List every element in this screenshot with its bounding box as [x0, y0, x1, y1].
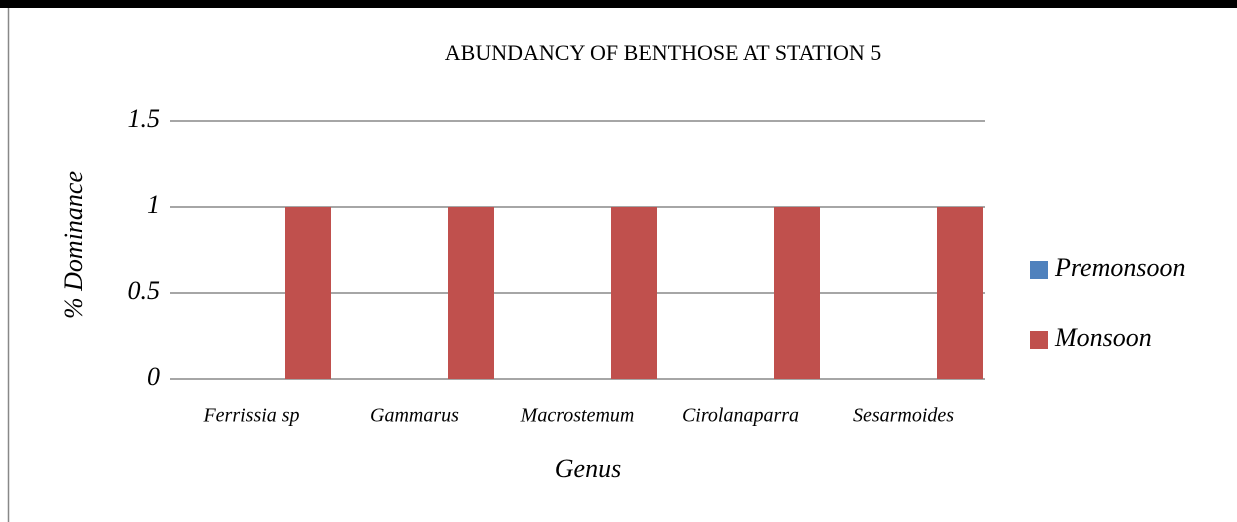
top-border	[0, 0, 1237, 8]
y-axis-label: % Dominance	[59, 171, 88, 319]
y-tick-label: 1	[147, 190, 160, 219]
x-tick-label: Sesarmoides	[853, 405, 954, 427]
legend-swatch	[1030, 331, 1048, 349]
x-tick-label: Gammarus	[370, 405, 459, 427]
legend-label: Monsoon	[1054, 323, 1152, 352]
legend-label: Premonsoon	[1054, 253, 1185, 282]
x-tick-label: Macrostemum	[520, 405, 635, 427]
bar	[448, 207, 494, 379]
x-tick-label: Cirolanaparra	[682, 405, 799, 427]
y-tick-label: 0.5	[128, 276, 161, 305]
x-tick-label: Ferrissia sp	[202, 405, 299, 427]
bar	[937, 207, 983, 379]
bar	[774, 207, 820, 379]
x-axis-label: Genus	[555, 454, 621, 483]
y-tick-label: 1.5	[128, 104, 161, 133]
chart-title: ABUNDANCY OF BENTHOSE AT STATION 5	[445, 40, 881, 65]
y-tick-label: 0	[147, 362, 160, 391]
bar	[611, 207, 657, 379]
bar	[285, 207, 331, 379]
legend-swatch	[1030, 261, 1048, 279]
